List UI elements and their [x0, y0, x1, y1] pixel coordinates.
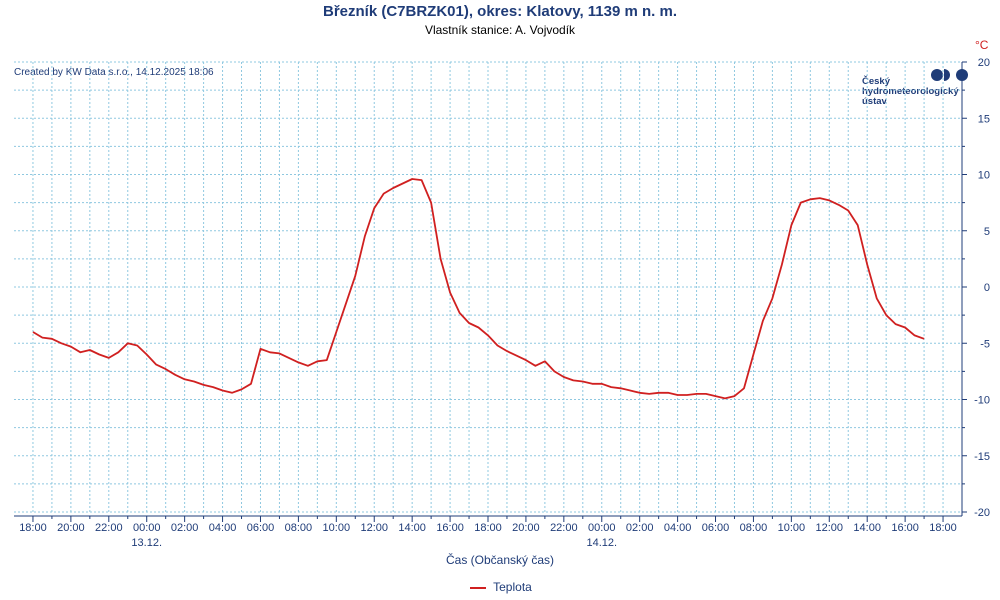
x-tick-label: 20:00 [57, 522, 85, 534]
y-tick-label: -20 [974, 507, 990, 519]
x-tick-label: 10:00 [323, 522, 351, 534]
y-tick-label: 10 [978, 170, 990, 182]
x-tick-label: 20:00 [512, 522, 540, 534]
x-tick-label: 16:00 [436, 522, 464, 534]
x-tick-label: 10:00 [778, 522, 806, 534]
chart-subtitle: Vlastník stanice: A. Vojvodík [424, 23, 576, 37]
y-axis-unit: °C [975, 38, 989, 52]
x-tick-label: 22:00 [95, 522, 123, 534]
x-date-label: 13.12. [131, 537, 162, 549]
y-tick-label: 5 [984, 226, 990, 238]
grid [14, 61, 963, 517]
legend-label: Teplota [493, 580, 532, 594]
x-tick-label: 04:00 [209, 522, 237, 534]
logo-line-1: Český [862, 76, 890, 87]
x-tick-label: 14:00 [853, 522, 881, 534]
x-axis-ticks: 18:00 20:00 22:00 00:00 02:00 04:00 06:00 08:00… [19, 516, 957, 549]
x-date-label: 14.12. [586, 537, 617, 549]
x-tick-label: 12:00 [360, 522, 388, 534]
y-tick-label: -15 [974, 451, 990, 463]
series-line-teplota [32, 178, 925, 400]
y-tick-label: 0 [984, 282, 990, 294]
x-tick-label: 18:00 [474, 522, 502, 534]
series-layer [32, 178, 925, 400]
y-axis-ticks: 20 15 10 5 0 -5 -10 -15 -20 [962, 57, 990, 519]
x-tick-label: 06:00 [702, 522, 730, 534]
x-tick-label: 18:00 [929, 522, 957, 534]
x-tick-label: 14:00 [398, 522, 426, 534]
x-tick-label: 00:00 [133, 522, 161, 534]
logo-text: Český hydrometeorologický ústav [862, 77, 959, 107]
y-tick-label: 15 [978, 113, 990, 125]
x-axis-label: Čas (Občanský čas) [445, 553, 555, 567]
logo-line-2: hydrometeorologický [862, 86, 959, 97]
logo-line-3: ústav [862, 96, 887, 107]
x-tick-label: 18:00 [19, 522, 47, 534]
x-tick-label: 02:00 [171, 522, 199, 534]
x-tick-label: 00:00 [588, 522, 616, 534]
legend[interactable]: Teplota [470, 580, 532, 594]
y-tick-label: -10 [974, 395, 990, 407]
legend-swatch [470, 586, 486, 589]
y-tick-label: -5 [980, 338, 990, 350]
x-tick-label: 22:00 [550, 522, 578, 534]
x-tick-label: 02:00 [626, 522, 654, 534]
x-tick-label: 08:00 [740, 522, 768, 534]
x-tick-label: 12:00 [816, 522, 844, 534]
x-tick-label: 16:00 [891, 522, 919, 534]
y-tick-label: 20 [978, 57, 990, 69]
x-tick-label: 04:00 [664, 522, 692, 534]
x-tick-label: 08:00 [285, 522, 313, 534]
chart-title: Březník (C7BRZK01), okres: Klatovy, 1139… [322, 3, 677, 20]
x-tick-label: 06:00 [247, 522, 275, 534]
credit-text: Created by KW Data s.r.o., 14.12.2025 18… [14, 67, 214, 78]
